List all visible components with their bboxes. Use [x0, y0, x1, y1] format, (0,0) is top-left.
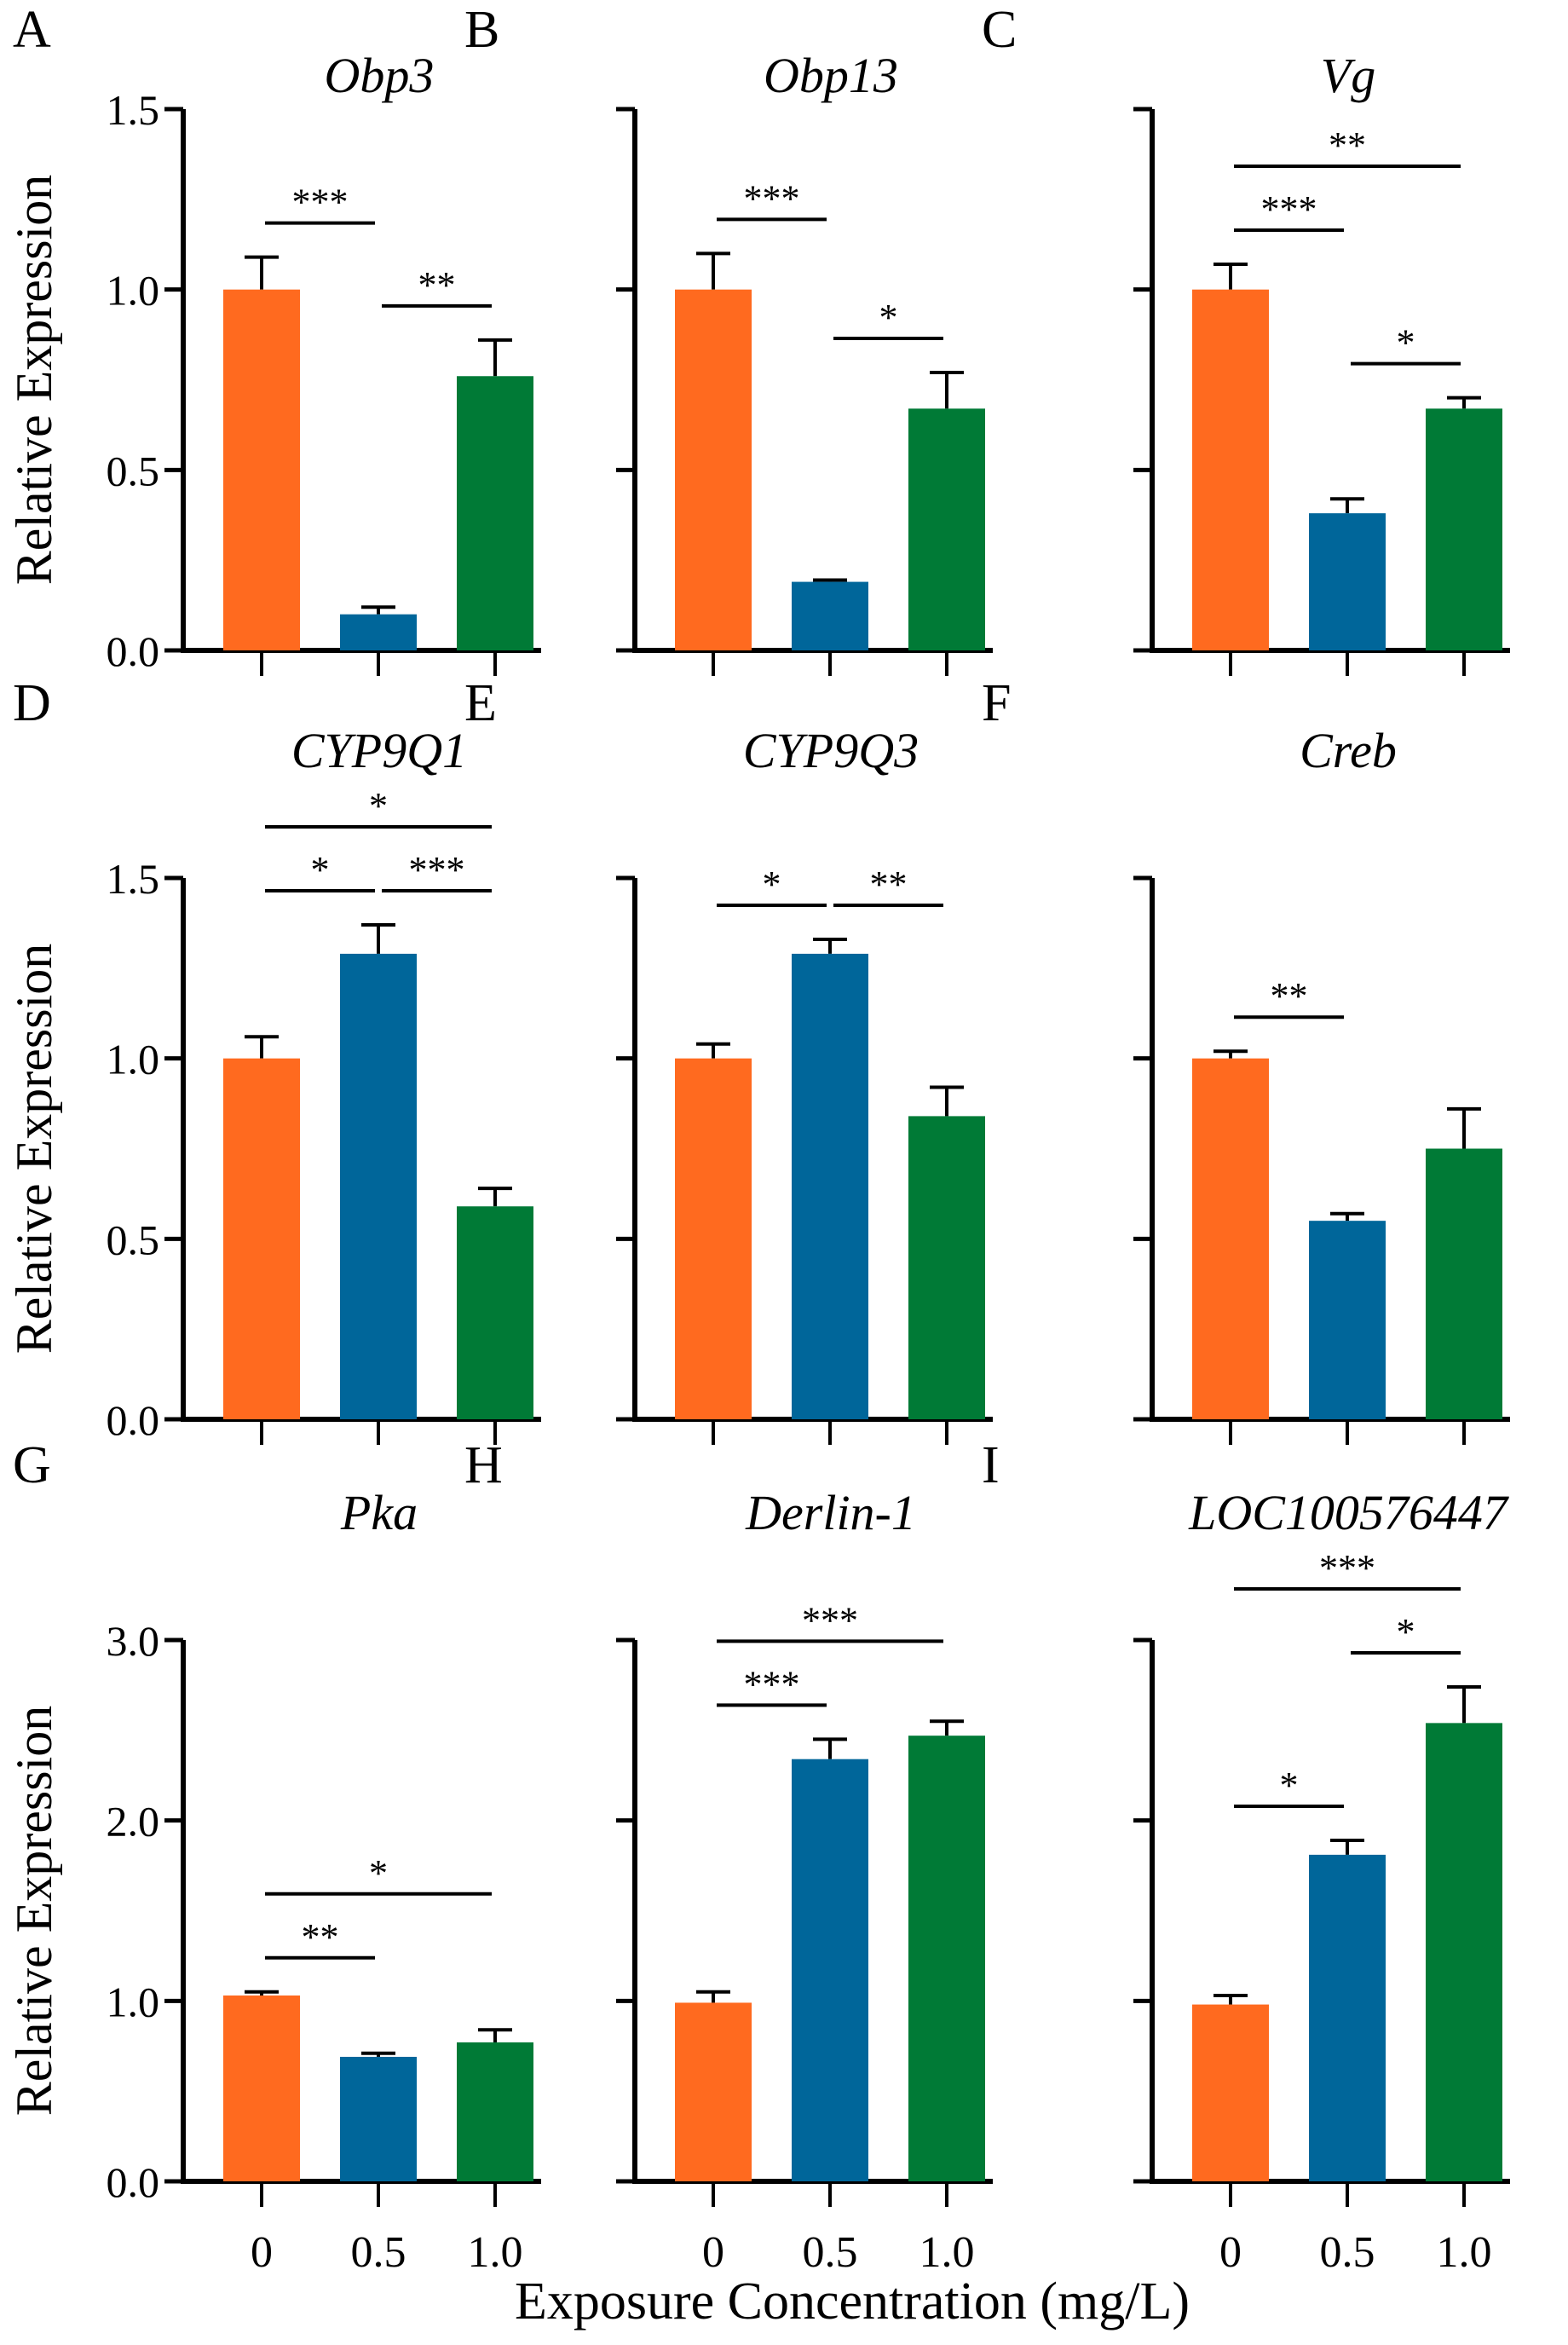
x-tick-label: 0: [702, 2228, 724, 2277]
y-tick-label: 0.5: [107, 1216, 160, 1263]
bar-0: [223, 289, 300, 650]
panel-letter: F: [982, 674, 1011, 732]
significance-label: *: [763, 863, 781, 905]
bar-0: [1192, 2004, 1269, 2181]
significance-label: **: [418, 264, 456, 306]
bar-0: [1192, 289, 1269, 650]
y-tick-label: 1.5: [107, 855, 160, 903]
bar-0.5: [1309, 1221, 1386, 1419]
bar-1.0: [1426, 1723, 1502, 2181]
significance-label: ***: [744, 1663, 800, 1705]
significance-label: *: [311, 849, 330, 891]
significance-label: *: [1397, 1611, 1415, 1653]
significance-label: ***: [1261, 188, 1317, 230]
panel-title: CYP9Q3: [743, 723, 919, 778]
y-axis-label: Relative Expression: [6, 175, 62, 586]
x-tick-label: 0.5: [351, 2228, 406, 2277]
bar-1.0: [457, 1206, 533, 1419]
bar-0: [675, 289, 752, 650]
significance-label: **: [1329, 124, 1366, 166]
y-tick-label: 0.5: [107, 447, 160, 494]
significance-label: *: [1397, 322, 1415, 364]
x-axis-title: Exposure Concentration (mg/L): [515, 2273, 1190, 2331]
x-tick-label: 0.5: [803, 2228, 858, 2277]
bar-1.0: [908, 1736, 985, 2181]
significance-label: ***: [292, 182, 349, 223]
y-tick-label: 1.0: [107, 1978, 160, 2025]
bar-0.5: [792, 581, 868, 650]
y-tick-label: 1.0: [107, 267, 160, 315]
bar-0.5: [1309, 513, 1386, 650]
panel-letter: A: [13, 1, 51, 59]
significance-label: ***: [409, 849, 465, 891]
panel-title: CYP9Q1: [291, 723, 467, 778]
bar-0: [675, 2002, 752, 2181]
bar-0: [223, 1058, 300, 1419]
panel-title: Obp13: [764, 48, 898, 103]
y-tick-label: 1.0: [107, 1036, 160, 1083]
panel-letter: G: [13, 1436, 51, 1494]
panel-letter: B: [464, 1, 499, 59]
bar-0.5: [792, 953, 868, 1419]
x-tick-label: 1.0: [1437, 2228, 1492, 2277]
y-tick-label: 3.0: [107, 1617, 160, 1665]
significance-label: **: [870, 863, 908, 905]
panel-title: Creb: [1300, 723, 1397, 778]
panel-title: Pka: [340, 1485, 418, 1540]
bar-1.0: [1426, 1148, 1502, 1419]
bar-1.0: [908, 1116, 985, 1419]
bar-0.5: [340, 953, 417, 1419]
significance-label: *: [369, 785, 388, 827]
significance-label: **: [302, 1916, 339, 1958]
bar-1.0: [908, 408, 985, 650]
panel-title: Vg: [1321, 48, 1375, 103]
x-tick-label: 1.0: [468, 2228, 523, 2277]
significance-label: *: [879, 297, 898, 338]
y-tick-label: 0.0: [107, 2158, 160, 2206]
significance-label: **: [1271, 975, 1308, 1017]
panel-letter: E: [464, 674, 497, 732]
significance-label: ***: [802, 1599, 858, 1641]
y-axis-label: Relative Expression: [6, 944, 62, 1354]
x-tick-label: 0.5: [1320, 2228, 1375, 2277]
bar-1.0: [1426, 408, 1502, 650]
bar-0: [675, 1058, 752, 1419]
panel-letter: I: [982, 1436, 1000, 1494]
significance-label: *: [369, 1852, 388, 1894]
bar-0.5: [340, 614, 417, 650]
bar-1.0: [457, 376, 533, 650]
bar-1.0: [457, 2042, 533, 2181]
y-tick-label: 2.0: [107, 1798, 160, 1845]
panel-title: LOC100576447: [1188, 1485, 1509, 1540]
significance-label: *: [1280, 1765, 1299, 1806]
bar-0.5: [340, 2056, 417, 2181]
panel-letter: H: [464, 1436, 503, 1494]
x-tick-label: 1.0: [919, 2228, 975, 2277]
y-tick-label: 0.0: [107, 1396, 160, 1444]
bar-0.5: [792, 1759, 868, 2181]
bar-0.5: [1309, 1854, 1386, 2181]
y-axis-label: Relative Expression: [6, 1706, 62, 2117]
panel-letter: D: [13, 674, 51, 732]
significance-label: ***: [1319, 1547, 1375, 1589]
y-tick-label: 0.0: [107, 627, 160, 675]
panel-letter: C: [982, 1, 1017, 59]
x-tick-label: 0: [1219, 2228, 1242, 2277]
bar-0: [223, 1995, 300, 2181]
bar-0: [1192, 1058, 1269, 1419]
panel-title: Obp3: [325, 48, 435, 103]
significance-label: ***: [744, 177, 800, 219]
panel-title: Derlin-1: [745, 1485, 916, 1540]
y-tick-label: 1.5: [107, 86, 160, 134]
x-tick-label: 0: [251, 2228, 273, 2277]
